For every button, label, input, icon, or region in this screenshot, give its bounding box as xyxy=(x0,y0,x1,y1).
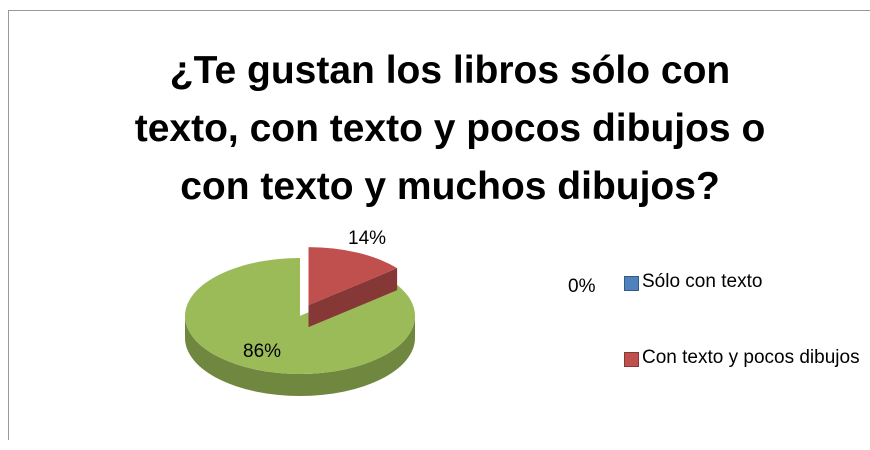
slice-top xyxy=(308,247,398,306)
chart-title: ¿Te gustan los libros sólo con texto, co… xyxy=(134,49,766,208)
data-label: 14% xyxy=(348,228,387,249)
legend-label: Sólo con texto xyxy=(642,271,763,292)
legend-swatch xyxy=(624,352,639,367)
legend-swatch xyxy=(624,276,639,291)
data-label: 86% xyxy=(243,341,282,362)
data-label: 0% xyxy=(568,276,596,297)
slice-face xyxy=(308,268,398,328)
slice xyxy=(308,247,398,328)
slice-top xyxy=(184,258,415,375)
legend-label: Con texto y pocos dibujos xyxy=(642,347,860,368)
slice-side xyxy=(185,316,415,396)
